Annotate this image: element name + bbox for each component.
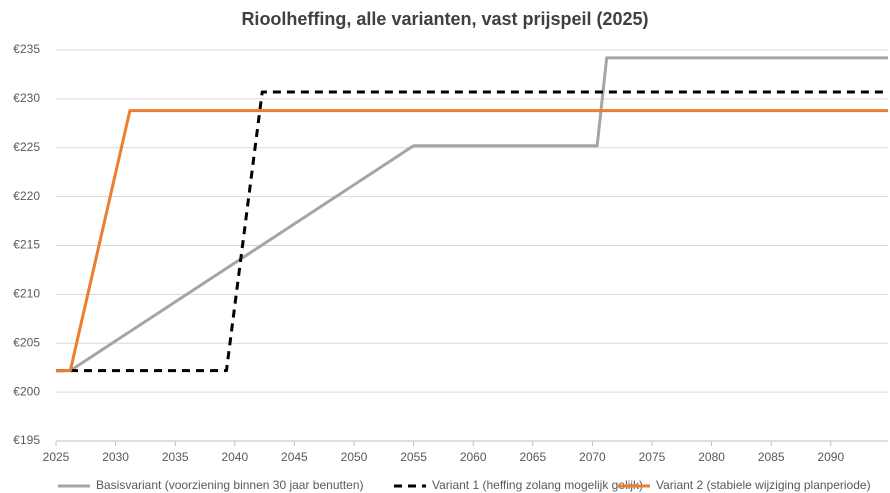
x-tick-label: 2090 <box>817 450 844 464</box>
x-tick-label: 2070 <box>579 450 606 464</box>
x-tick-label: 2025 <box>43 450 70 464</box>
y-tick-label: €215 <box>13 238 40 252</box>
x-tick-label: 2080 <box>698 450 725 464</box>
y-tick-label: €195 <box>13 433 40 447</box>
series-line <box>56 56 888 373</box>
x-tick-label: 2060 <box>460 450 487 464</box>
x-tick-label: 2085 <box>758 450 785 464</box>
y-tick-label: €235 <box>13 42 40 56</box>
legend-label: Variant 2 (stabiele wijziging planperiod… <box>656 478 871 492</box>
legend-label: Variant 1 (heffing zolang mogelijk gelij… <box>432 478 643 492</box>
x-tick-label: 2030 <box>102 450 129 464</box>
series-line <box>56 109 888 373</box>
x-tick-label: 2050 <box>341 450 368 464</box>
x-tick-label: 2065 <box>519 450 546 464</box>
y-tick-label: €205 <box>13 335 40 349</box>
x-tick-label: 2055 <box>400 450 427 464</box>
legend-label: Basisvariant (voorziening binnen 30 jaar… <box>96 478 364 492</box>
y-tick-label: €230 <box>13 91 40 105</box>
x-tick-label: 2040 <box>221 450 248 464</box>
y-tick-label: €200 <box>13 384 40 398</box>
y-tick-label: €225 <box>13 140 40 154</box>
y-tick-label: €210 <box>13 287 40 301</box>
chart-title: Rioolheffing, alle varianten, vast prijs… <box>241 9 648 29</box>
series-line <box>56 90 888 373</box>
x-tick-label: 2045 <box>281 450 308 464</box>
y-tick-label: €220 <box>13 189 40 203</box>
x-tick-label: 2075 <box>639 450 666 464</box>
x-tick-label: 2035 <box>162 450 189 464</box>
